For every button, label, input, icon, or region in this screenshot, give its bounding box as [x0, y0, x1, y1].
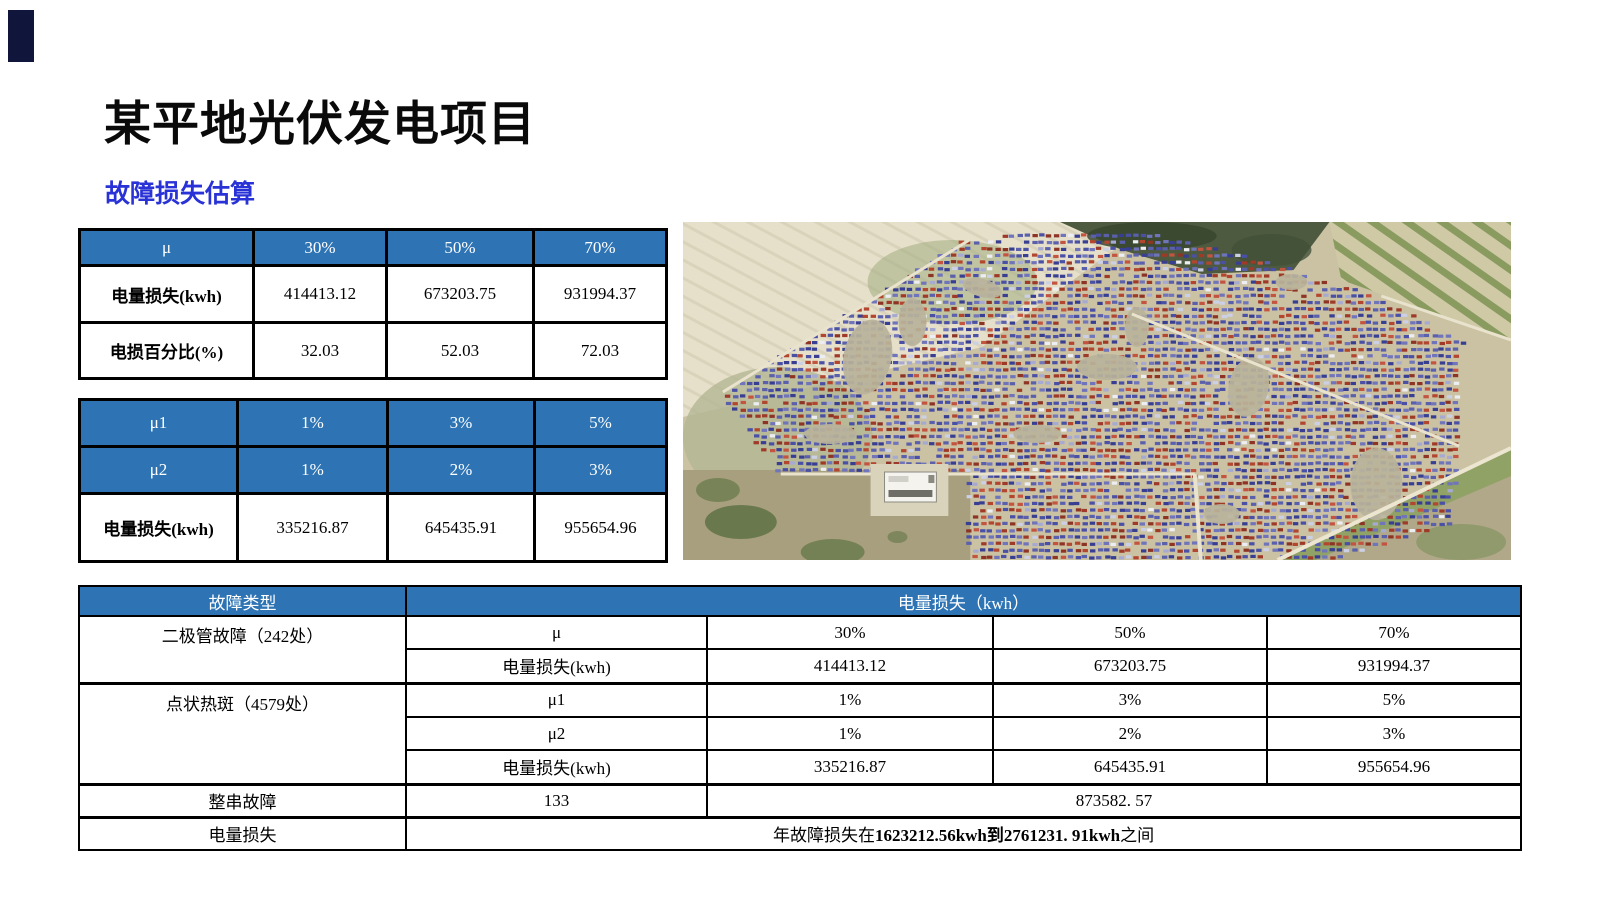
- table-cell: 5%: [533, 398, 668, 448]
- annual-loss-range-cell: 年故障损失在1623212.56kwh到2761231. 91kwh之间: [404, 815, 1523, 851]
- table-cell: 3%: [1265, 716, 1523, 751]
- loss-header: 电量损失（kwh）: [404, 585, 1523, 617]
- mu-30-cell: 30%: [252, 228, 388, 267]
- table-cell: 72.03: [532, 321, 668, 380]
- table-cell: 3%: [386, 398, 536, 448]
- table-cell: 414413.12: [252, 264, 388, 324]
- table-cell: 645435.91: [992, 749, 1268, 785]
- table-cell: 1%: [236, 398, 389, 448]
- annual-loss-max: 2761231. 91kwh: [1003, 826, 1121, 846]
- fault-type-header: 故障类型: [78, 585, 407, 617]
- vegetation-blob: [695, 478, 740, 502]
- table-cell: 955654.96: [1265, 749, 1523, 785]
- annual-loss-label: 电量损失: [78, 815, 407, 851]
- table-cell: 3%: [992, 681, 1268, 718]
- table-cell: 70%: [1265, 615, 1523, 650]
- solar-farm-svg: [683, 222, 1511, 560]
- table-cell: 32.03: [252, 321, 388, 380]
- trees-top-dark: [1231, 234, 1312, 266]
- annual-loss-min: 1623212.56kwh: [874, 826, 987, 846]
- table-cell: 3%: [533, 445, 668, 495]
- annual-loss-prefix: 年故障损失在: [772, 826, 875, 846]
- field-striped-topright: [1329, 222, 1511, 340]
- vegetation-blob: [704, 505, 777, 539]
- annual-loss-to: 到: [986, 826, 1004, 846]
- page-title: 某平地光伏发电项目: [104, 97, 536, 150]
- vegetation-blob: [887, 531, 908, 543]
- string-fault-loss: 873582. 57: [705, 782, 1523, 818]
- vegetation-blob: [1416, 524, 1507, 560]
- fault-summary-table: 故障类型 电量损失（kwh） 二极管故障（242处） μ 30% 50% 70%…: [78, 585, 1523, 851]
- table-cell: 2%: [386, 445, 536, 495]
- mu1-header-cell: μ1: [78, 398, 239, 448]
- row-label-loss-percent: 电损百分比(%): [78, 321, 255, 380]
- hotspot-fault-label: 点状热斑（4579处）: [78, 681, 407, 785]
- table-cell: 1%: [706, 681, 994, 718]
- table-cell: 931994.37: [1265, 648, 1523, 684]
- mu-50-cell: 50%: [385, 228, 535, 267]
- table-cell: 1%: [706, 716, 994, 751]
- page-subtitle: 故障损失估算: [105, 180, 256, 208]
- table-cell: 673203.75: [992, 648, 1268, 684]
- table-cell: 645435.91: [386, 492, 536, 563]
- diode-loss-label: 电量损失(kwh): [405, 648, 708, 684]
- table-cell: 50%: [992, 615, 1268, 650]
- string-fault-count: 133: [405, 782, 708, 818]
- hotspot-params-table: μ1 1% 3% 5% μ2 1% 2% 3% 电量损失(kwh) 335216…: [78, 398, 668, 563]
- mu-70-cell: 70%: [532, 228, 668, 267]
- table-cell: 955654.96: [533, 492, 668, 563]
- table-cell: 673203.75: [385, 264, 535, 324]
- table-cell: 52.03: [385, 321, 535, 380]
- annual-loss-suffix: 之间: [1120, 826, 1155, 846]
- table-cell: 1%: [236, 445, 389, 495]
- table-cell: 335216.87: [236, 492, 389, 563]
- vegetation-blob: [800, 539, 865, 560]
- mu-header-cell: μ: [78, 228, 255, 267]
- hotspot-loss-label: 电量损失(kwh): [405, 749, 708, 785]
- hotspot-mu2-label: μ2: [405, 716, 708, 751]
- table-cell: 414413.12: [706, 648, 994, 684]
- table-cell: 5%: [1265, 681, 1523, 718]
- string-fault-label: 整串故障: [78, 782, 407, 818]
- row-label-energy-loss: 电量损失(kwh): [78, 264, 255, 324]
- row-label-energy-loss: 电量损失(kwh): [78, 492, 239, 563]
- table-cell: 2%: [992, 716, 1268, 751]
- substation-building: [870, 464, 949, 516]
- table-cell: 335216.87: [706, 749, 994, 785]
- loss-estimate-table: μ 30% 50% 70% 电量损失(kwh) 414413.12 673203…: [78, 228, 668, 380]
- satellite-image: [683, 222, 1511, 560]
- hotspot-mu1-label: μ1: [405, 681, 708, 718]
- roads: [722, 238, 1511, 560]
- corner-accent: [8, 10, 34, 62]
- table-cell: 931994.37: [532, 264, 668, 324]
- mu2-header-cell: μ2: [78, 445, 239, 495]
- diode-fault-label: 二极管故障（242处）: [78, 615, 407, 684]
- diode-mu-label: μ: [405, 615, 708, 650]
- table-cell: 30%: [706, 615, 994, 650]
